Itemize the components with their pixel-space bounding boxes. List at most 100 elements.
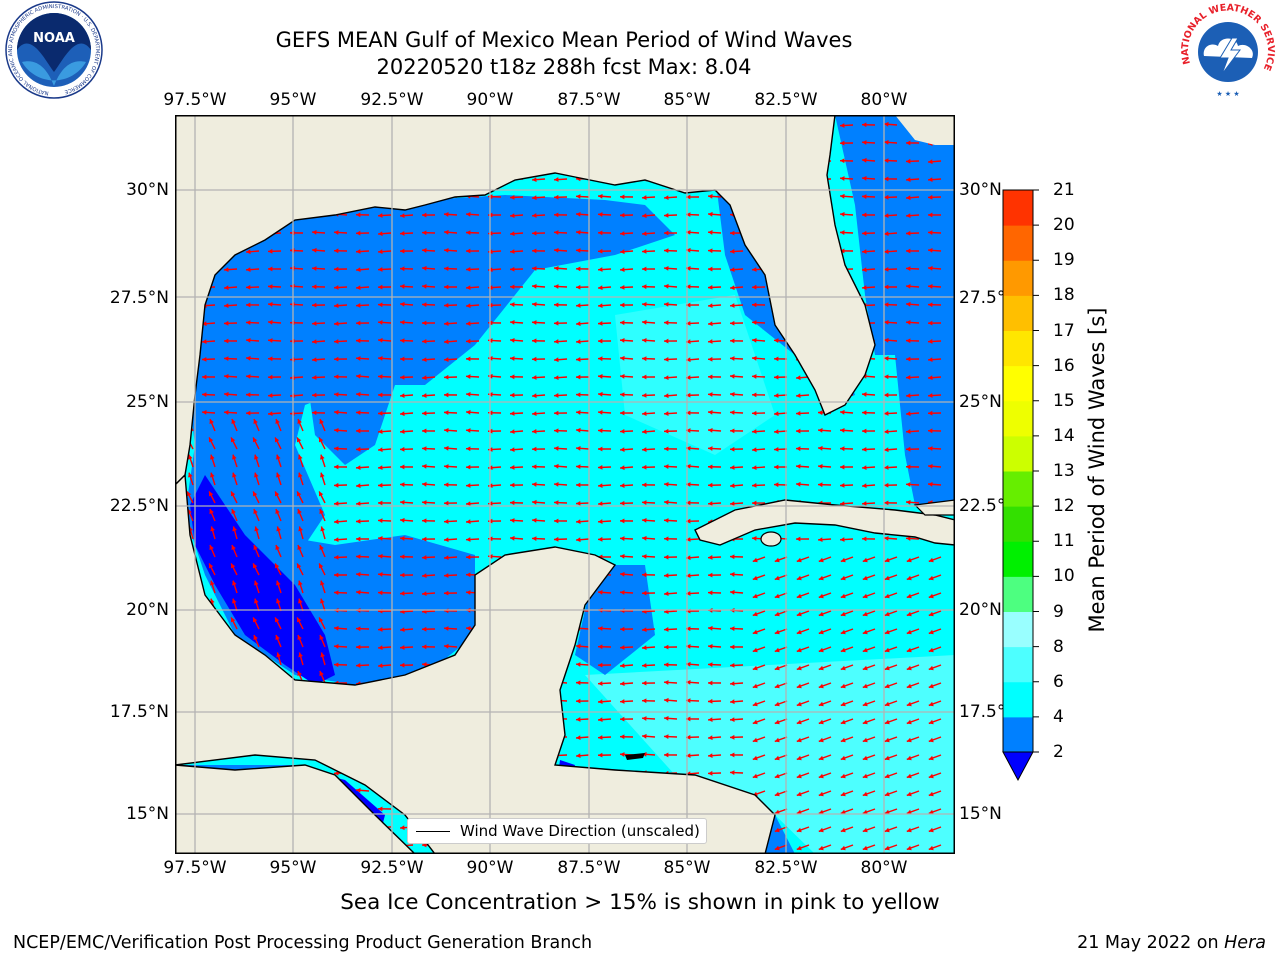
wind-wave-arrow-head <box>554 212 559 218</box>
wind-wave-arrow-head <box>884 809 890 815</box>
wind-wave-arrow-head <box>444 445 449 451</box>
wind-wave-arrow-head <box>906 482 911 487</box>
wind-wave-arrow-head <box>752 465 757 471</box>
wind-wave-arrow-head <box>576 698 581 704</box>
wind-wave-arrow-head <box>444 302 449 308</box>
wind-wave-arrow-head <box>510 482 515 488</box>
wind-wave-arrow-head <box>334 392 339 397</box>
wind-wave-arrow-head <box>252 563 258 569</box>
wind-wave-arrow-head <box>254 598 259 604</box>
wind-wave-arrow-head <box>664 573 669 578</box>
wind-wave-arrow-head <box>252 437 258 443</box>
wind-wave-arrow-head <box>232 454 237 460</box>
wind-wave-arrow-head <box>664 734 669 739</box>
wind-wave-arrow-head <box>774 611 780 617</box>
wind-wave-arrow-head <box>840 464 845 470</box>
wind-wave-arrow-head <box>862 737 868 743</box>
wind-wave-arrow-head <box>862 557 868 563</box>
wind-wave-arrow-head <box>334 446 339 451</box>
wind-wave-arrow-head <box>620 194 625 200</box>
wind-wave-arrow-head <box>208 563 214 569</box>
wind-wave-arrow-head <box>840 140 845 146</box>
wind-wave-arrow-head <box>298 526 303 532</box>
wind-wave-arrow-head <box>686 392 691 398</box>
wind-wave-arrow-head <box>664 644 669 650</box>
wind-wave-arrow-head <box>752 374 757 379</box>
wind-wave-arrow-head <box>422 357 427 362</box>
wind-wave-arrow-head <box>224 356 229 362</box>
wind-wave-arrow-head <box>268 393 273 398</box>
colorbar-tick-label: 11 <box>1053 531 1075 552</box>
lon-tick-bottom: 90°W <box>466 858 514 878</box>
wind-wave-arrow-head <box>862 140 867 145</box>
wind-wave-arrow-head <box>862 212 867 218</box>
wind-wave-arrow-head <box>466 230 471 236</box>
wind-wave-arrow-head <box>510 319 515 325</box>
wind-wave-arrow-head <box>708 321 713 327</box>
wind-wave-arrow-head <box>598 501 603 507</box>
wind-wave-arrow-head <box>620 285 625 290</box>
wind-wave-arrow-head <box>928 481 933 487</box>
wind-wave-arrow-head <box>642 698 647 704</box>
wind-wave-arrow-head <box>840 737 846 743</box>
wind-wave-arrow-head <box>576 194 581 199</box>
wind-wave-arrow-head <box>246 337 251 343</box>
wind-wave-arrow-head <box>862 791 868 797</box>
wind-wave-arrow-head <box>884 737 890 743</box>
wind-wave-arrow-head <box>400 393 405 398</box>
wind-wave-arrow-head <box>252 491 258 497</box>
wind-wave-arrow-head <box>598 483 603 488</box>
wind-wave-arrow-head <box>796 481 801 487</box>
wind-wave-arrow-head <box>312 357 317 363</box>
wind-wave-arrow-head <box>598 428 603 434</box>
wind-wave-arrow-head <box>356 536 361 542</box>
wind-wave-arrow-head <box>818 755 824 761</box>
wind-wave-arrow-head <box>906 213 911 218</box>
wind-wave-arrow-head <box>356 571 361 577</box>
wind-wave-arrow-head <box>334 501 339 506</box>
wind-wave-arrow-head <box>928 719 934 725</box>
wind-wave-arrow-head <box>906 665 912 671</box>
wind-wave-arrow-head <box>268 248 273 254</box>
wind-wave-arrow-head <box>818 629 824 635</box>
wind-wave-arrow-head <box>598 699 603 705</box>
wind-wave-arrow-head <box>928 393 933 398</box>
wind-wave-arrow-head <box>686 212 691 218</box>
wind-wave-arrow-head <box>246 355 251 361</box>
wind-wave-arrow-head <box>466 590 471 595</box>
wind-wave-arrow-head <box>334 590 339 596</box>
wind-wave-arrow-head <box>730 356 735 361</box>
wind-wave-arrow-head <box>708 427 713 433</box>
wind-wave-arrow-head <box>664 212 669 218</box>
wind-wave-arrow-head <box>319 635 324 640</box>
wind-wave-arrow-head <box>466 409 471 415</box>
wind-wave-arrow-head <box>298 472 303 478</box>
wind-wave-arrow-head <box>708 698 713 704</box>
wind-wave-arrow-head <box>708 680 713 686</box>
wind-wave-arrow-head <box>884 535 889 541</box>
wind-wave-arrow-head <box>730 446 735 452</box>
wind-wave-arrow-head <box>928 683 934 689</box>
colorbar-tick-label: 14 <box>1053 425 1075 446</box>
wind-wave-arrow-head <box>708 339 713 344</box>
wind-wave-arrow-head <box>686 266 691 271</box>
wind-wave-arrow-head <box>774 809 780 815</box>
wind-wave-arrow-head <box>906 536 911 541</box>
wind-wave-arrow-head <box>210 526 215 532</box>
wind-wave-arrow-head <box>840 719 846 725</box>
wind-wave-arrow-head <box>928 265 933 271</box>
wind-wave-arrow-head <box>620 518 625 524</box>
wind-wave-arrow-head <box>356 212 361 218</box>
wind-wave-arrow-head <box>576 500 581 506</box>
wind-wave-arrow-head <box>862 285 867 290</box>
wind-wave-arrow-head <box>730 338 735 344</box>
wind-wave-arrow-head <box>664 195 669 201</box>
wind-wave-arrow-head <box>231 509 236 515</box>
wind-wave-arrow-head <box>686 428 691 433</box>
chart-title-line1: GEFS MEAN Gulf of Mexico Mean Period of … <box>275 28 853 52</box>
wind-wave-arrow-head <box>796 845 802 851</box>
wind-wave-arrow-head <box>254 526 259 532</box>
wind-wave-arrow-head <box>752 647 758 653</box>
wind-wave-arrow-head <box>796 773 802 779</box>
wind-wave-arrow-head <box>232 598 237 604</box>
